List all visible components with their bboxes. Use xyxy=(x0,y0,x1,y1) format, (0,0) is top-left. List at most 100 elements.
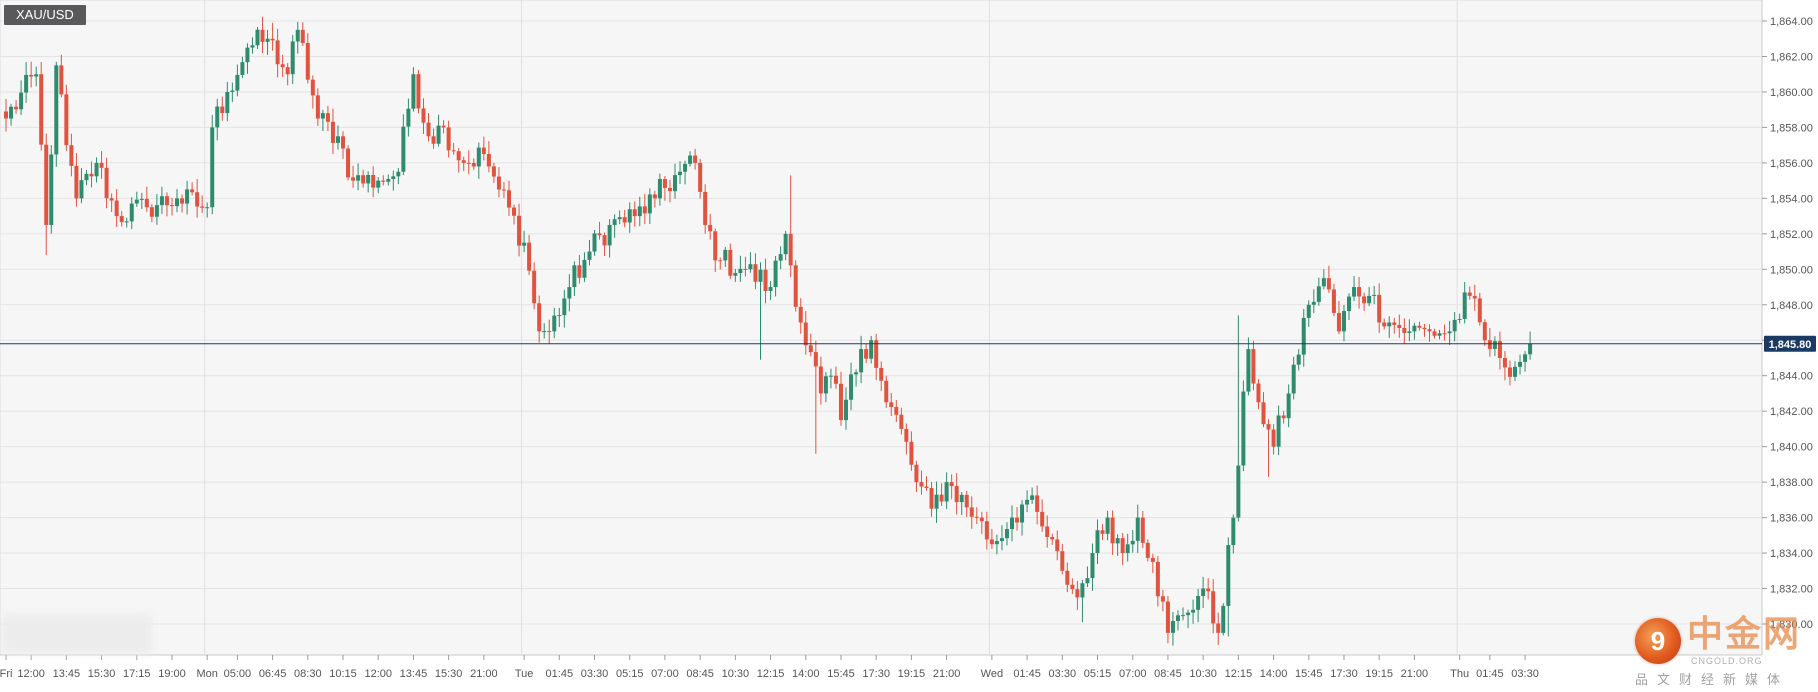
candle-body xyxy=(1427,329,1432,332)
symbol-badge[interactable]: XAU/USD xyxy=(4,5,86,25)
candle-body xyxy=(1447,331,1452,334)
candle-body xyxy=(496,176,501,190)
x-tick-label: 10:30 xyxy=(1189,668,1217,680)
candle-body xyxy=(753,264,758,282)
candle-body xyxy=(245,47,250,63)
candle-body xyxy=(114,200,119,217)
candle-body xyxy=(683,163,688,172)
candle-body xyxy=(1392,322,1397,325)
candle-body xyxy=(672,175,677,192)
candle-body xyxy=(1186,612,1191,616)
candle-body xyxy=(1100,530,1105,534)
candle-body xyxy=(1432,331,1437,336)
candle-body xyxy=(315,95,320,119)
candle-body xyxy=(1165,601,1170,633)
y-tick-label: 1,858.00 xyxy=(1770,122,1813,134)
candle-body xyxy=(788,233,793,266)
y-tick-label: 1,856.00 xyxy=(1770,158,1813,170)
candle-body xyxy=(426,122,431,137)
candle-body xyxy=(9,106,14,119)
candle-body xyxy=(1115,538,1120,544)
y-tick-label: 1,842.00 xyxy=(1770,406,1813,418)
candle-body xyxy=(416,74,421,109)
candle-body xyxy=(612,219,617,225)
candle-body xyxy=(195,192,200,207)
candle-body xyxy=(109,198,114,201)
candle-body xyxy=(200,206,205,208)
candle-body xyxy=(1487,340,1492,349)
y-tick-label: 1,854.00 xyxy=(1770,193,1813,205)
y-tick-label: 1,864.00 xyxy=(1770,16,1813,28)
x-tick-label: 21:00 xyxy=(933,668,961,680)
candle-body xyxy=(1306,304,1311,318)
candle-body xyxy=(1311,301,1316,305)
candle-body xyxy=(652,194,657,199)
candle-body xyxy=(869,340,874,359)
x-tick-label: 07:00 xyxy=(651,668,679,680)
watermark-slogan: 品文财经新媒体 xyxy=(1635,672,1790,687)
candle-body xyxy=(320,113,325,119)
candle-body xyxy=(84,173,89,181)
candle-body xyxy=(657,178,662,199)
x-tick-label: 14:00 xyxy=(792,668,820,680)
candle-body xyxy=(1060,551,1065,571)
candle-body xyxy=(1357,287,1362,297)
candle-body xyxy=(1387,322,1392,327)
candle-body xyxy=(552,315,557,332)
candle-body xyxy=(1362,296,1367,304)
candle-body xyxy=(1125,544,1130,554)
candle-body xyxy=(1321,278,1326,287)
x-tick-label: 10:15 xyxy=(329,668,357,680)
candle-body xyxy=(431,136,436,144)
x-tick-label: 03:30 xyxy=(581,668,609,680)
candle-body xyxy=(325,113,330,122)
x-tick-label: Wed xyxy=(981,668,1003,680)
x-tick-label: 21:00 xyxy=(470,668,498,680)
candle-body xyxy=(989,539,994,545)
candle-body xyxy=(1442,333,1447,335)
candle-body xyxy=(1175,615,1180,621)
candle-body xyxy=(688,155,693,164)
candle-body xyxy=(844,399,849,421)
candle-body xyxy=(622,217,627,223)
x-tick-label: 17:15 xyxy=(123,668,151,680)
candle-body xyxy=(1045,526,1050,538)
candle-body xyxy=(1507,367,1512,377)
x-tick-label: 12:00 xyxy=(364,668,392,680)
candle-body xyxy=(813,352,818,367)
candle-body xyxy=(220,106,225,114)
candle-body xyxy=(1477,298,1482,323)
candle-body xyxy=(1150,557,1155,562)
x-tick-label: 12:15 xyxy=(757,668,785,680)
candle-body xyxy=(89,173,94,177)
candle-body xyxy=(703,191,708,225)
candle-body xyxy=(793,265,798,307)
candle-body xyxy=(1050,537,1055,540)
candle-body xyxy=(582,259,587,278)
candle-body xyxy=(833,375,838,384)
candle-body xyxy=(406,108,411,127)
watermark-domain: CNGOLD.ORG xyxy=(1691,656,1763,666)
candle-body xyxy=(295,29,300,42)
x-tick-label: 05:15 xyxy=(1084,668,1112,680)
candle-body xyxy=(149,207,154,217)
candle-body xyxy=(522,242,527,246)
candle-body xyxy=(547,331,552,333)
candle-body xyxy=(346,148,351,178)
candle-body xyxy=(401,126,406,172)
candle-body xyxy=(74,165,79,199)
candle-body xyxy=(1170,620,1175,633)
candle-body xyxy=(386,179,391,182)
candle-body xyxy=(527,242,532,271)
candle-body xyxy=(783,233,788,255)
candle-body xyxy=(859,349,864,373)
y-tick-label: 1,844.00 xyxy=(1770,371,1813,383)
candle-body xyxy=(1513,366,1517,377)
candle-body xyxy=(884,380,889,403)
candle-body xyxy=(456,151,461,161)
candle-body xyxy=(1206,588,1211,592)
x-tick-label: 06:45 xyxy=(259,668,287,680)
candle-body xyxy=(557,315,562,317)
candle-body xyxy=(1090,553,1095,579)
